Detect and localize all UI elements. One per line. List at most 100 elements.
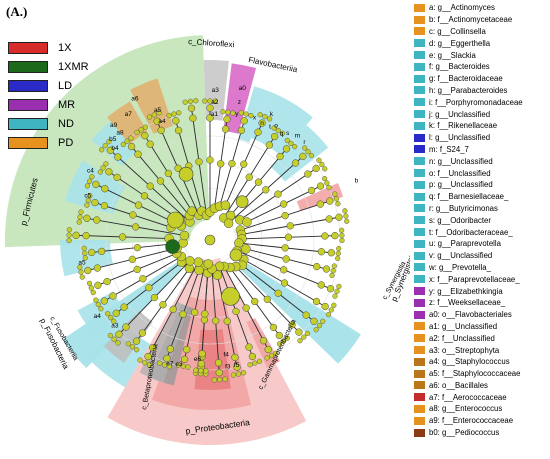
taxa-label: q: f__Barnesiellaceae_ [429, 192, 509, 202]
taxa-swatch [414, 228, 425, 237]
leaf-node [238, 110, 244, 116]
taxa-legend-item: x: f__Paraprevotellaceae_ [414, 273, 550, 285]
taxa-legend-item: a2: f__Unclassified [414, 332, 550, 344]
group-legend-item-mr: MR [8, 95, 89, 114]
clade-node [169, 305, 177, 313]
taxa-swatch [414, 204, 425, 213]
clade-node [100, 202, 109, 210]
clade-node [221, 125, 230, 133]
taxa-label: a5: f__Staphylococcaceae [429, 369, 521, 379]
taxa-label: a9: f__Enterococcaceae [429, 416, 514, 426]
node-letter-tag: o [274, 122, 278, 129]
taxa-swatch [414, 416, 425, 425]
clade-node [262, 186, 270, 194]
clade-node [163, 354, 171, 363]
clade-node [259, 337, 268, 345]
leaf-node [230, 110, 236, 116]
clade-node [331, 231, 339, 240]
leaf-node [95, 301, 101, 308]
group-label-1x: 1X [58, 41, 72, 54]
clade-node [307, 186, 316, 195]
leaf-node [248, 112, 254, 119]
leaf-node [275, 128, 281, 134]
clade-node [72, 231, 80, 239]
clade-node [254, 178, 263, 186]
clade-node [313, 262, 321, 271]
clade-node [240, 160, 248, 168]
taxa-label: w: g__Prevotella_ [429, 262, 491, 272]
clade-node [159, 301, 167, 309]
leaf-node [335, 201, 341, 207]
clade-node [132, 337, 141, 345]
clade-node [113, 173, 121, 182]
taxa-swatch [414, 251, 425, 260]
leaf-node [336, 245, 342, 252]
clade-node [133, 265, 141, 274]
node-letter-tag: a3 [111, 322, 119, 329]
clade-node [295, 328, 303, 336]
taxa-swatch [414, 357, 425, 366]
clade-node [233, 363, 241, 371]
clade-node [321, 232, 329, 240]
hub-node [221, 287, 240, 306]
leaf-node [326, 184, 332, 191]
clade-node [245, 343, 253, 351]
group-swatch-pd [8, 136, 48, 149]
leaf-node [243, 111, 249, 117]
taxa-legend-item: z: f__Weeksellaceae_ [414, 297, 550, 309]
taxa-swatch [414, 15, 425, 24]
node-letter-tag: a1 [211, 111, 219, 118]
leaf-node [316, 157, 322, 163]
leaf-node [336, 283, 342, 290]
node-letter-tag: b [355, 178, 359, 185]
clade-node [166, 345, 174, 353]
taxa-legend-item: a3: o__Streptophyta [414, 344, 550, 356]
leaf-node [339, 237, 345, 244]
clade-node [88, 248, 96, 257]
leaf-node [66, 237, 72, 244]
clade-node [299, 152, 307, 161]
leaf-node [220, 109, 226, 115]
taxa-swatch [414, 51, 425, 60]
node-letter-tag: n [260, 120, 264, 127]
clade-node [335, 213, 343, 221]
leaf-node [333, 196, 340, 202]
taxon-highlight-wedge [223, 63, 257, 134]
clade-node [275, 331, 284, 340]
node-letter-tag: a4 [158, 118, 166, 125]
taxa-swatch [414, 98, 425, 107]
leaf-node [280, 338, 287, 344]
leaf-node [321, 175, 328, 182]
clade-node [141, 132, 149, 140]
leaf-node [85, 197, 91, 204]
clade-node [103, 277, 111, 286]
taxa-legend-item: n: g__Unclassified [414, 155, 550, 167]
clade-node [164, 169, 173, 178]
leaf-node [103, 161, 109, 167]
node-letter-tag: a4 [94, 313, 102, 320]
leaf-node [142, 124, 148, 130]
clade-node [225, 210, 236, 221]
node-letter-tag: a2 [211, 99, 219, 106]
leaf-node [166, 112, 172, 119]
taxa-legend-item: a1: g__Unclassified [414, 321, 550, 333]
taxa-label: a4: g__Staphylococcus [429, 357, 510, 367]
leaf-node [78, 209, 84, 215]
clade-node [185, 256, 195, 266]
taxa-legend-item: j: g__Unclassified [414, 108, 550, 120]
leaf-node [288, 140, 294, 147]
clade-node [241, 244, 251, 254]
leaf-node [90, 289, 96, 296]
clade-node [276, 152, 284, 161]
sector-label-flavobacteriia: Flavobacteriia [248, 55, 299, 74]
clade-node [274, 190, 282, 198]
taxa-swatch [414, 74, 425, 83]
leaf-node [82, 250, 88, 256]
clade-node [264, 345, 272, 354]
group-swatch-mr [8, 98, 48, 111]
taxa-legend-item: a8: g__Enterococcus [414, 403, 550, 415]
leaf-node [308, 152, 315, 159]
clade-node [128, 255, 137, 264]
taxa-label: a3: o__Streptophyta [429, 345, 500, 355]
leaf-node [146, 362, 153, 368]
